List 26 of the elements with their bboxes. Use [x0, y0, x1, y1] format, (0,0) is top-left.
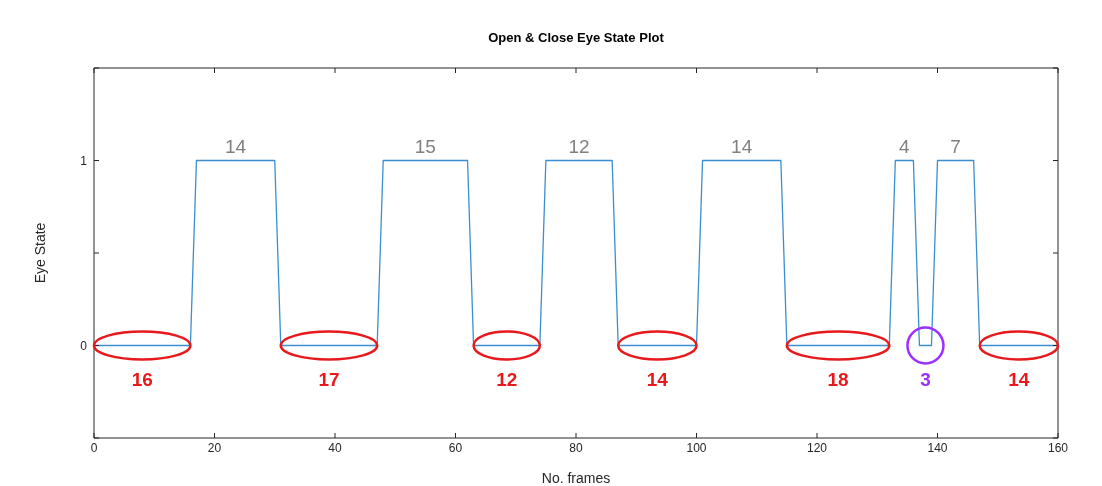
y-tick-label: 1: [80, 153, 88, 168]
x-tick-label: 100: [686, 440, 707, 455]
x-tick-label: 0: [90, 440, 98, 455]
x-tick-label: 40: [328, 440, 342, 455]
x-tick-label: 160: [1047, 440, 1069, 455]
annotation: 15: [414, 135, 436, 157]
annotation: 3: [920, 368, 931, 390]
annotation: 18: [827, 368, 849, 390]
x-tick-label: 140: [927, 440, 948, 455]
annotation: 14: [225, 135, 247, 157]
annotation: 12: [496, 368, 518, 390]
x-axis-title: No. frames: [541, 470, 611, 486]
x-tick-label: 20: [207, 440, 222, 455]
annotation: 12: [568, 135, 590, 157]
annotation: 17: [318, 368, 340, 390]
annotation: 14: [1008, 368, 1030, 390]
annotation: 14: [646, 368, 669, 390]
annotation: 16: [131, 368, 153, 390]
x-tick-label: 80: [569, 440, 583, 455]
annotation: 7: [950, 135, 961, 157]
x-tick-label: 60: [448, 440, 463, 455]
x-tick-label: 120: [806, 440, 828, 455]
chart-title: Open & Close Eye State Plot: [487, 30, 665, 45]
annotation: 4: [899, 135, 911, 157]
y-axis-title: Eye State: [31, 222, 48, 284]
annotation: 14: [731, 135, 753, 157]
